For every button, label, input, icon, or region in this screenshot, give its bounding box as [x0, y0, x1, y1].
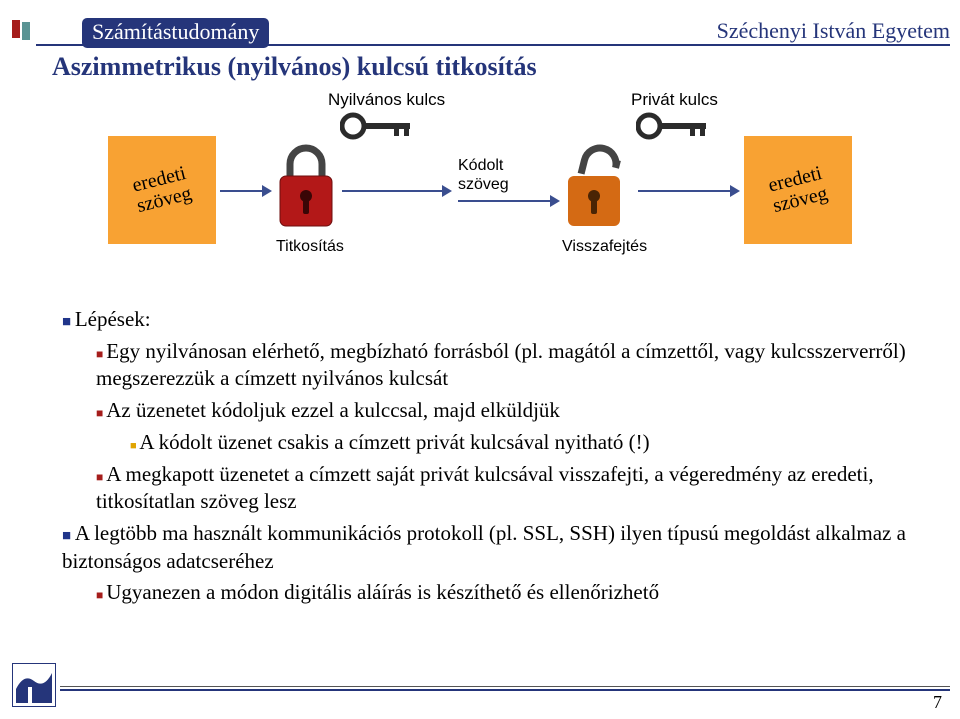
- plaintext-box-right: eredeti szöveg: [744, 136, 852, 244]
- lock-closed-icon: [274, 144, 338, 232]
- encryption-diagram: eredeti szöveg Nyilvános kulcs Titkosítá…: [108, 92, 868, 270]
- header-teal-bar: [22, 22, 30, 40]
- bullet-steps: Lépések:: [62, 306, 920, 334]
- arrow-to-plain: [638, 190, 738, 192]
- plaintext-label-right: eredeti szöveg: [766, 163, 830, 217]
- plaintext-label-left: eredeti szöveg: [130, 163, 194, 217]
- lock-open-icon: [562, 144, 634, 232]
- encrypt-label: Titkosítás: [276, 238, 344, 256]
- decrypt-label: Visszafejtés: [562, 238, 647, 256]
- slide-header: Számítástudomány Széchenyi István Egyete…: [0, 18, 960, 44]
- public-key-label: Nyilvános kulcs: [328, 90, 445, 110]
- bullet-signature: Ugyanezen a módon digitális aláírás is k…: [96, 579, 920, 607]
- plaintext-box-left: eredeti szöveg: [108, 136, 216, 244]
- bullet-encode-send: Az üzenetet kódoljuk ezzel a kulccsal, m…: [96, 397, 920, 425]
- bullet-decrypt-result: A megkapott üzenetet a címzett saját pri…: [96, 461, 920, 516]
- page-title: Aszimmetrikus (nyilvános) kulcsú titkosí…: [52, 52, 537, 82]
- university-logo: [12, 663, 56, 707]
- bullet-only-private: A kódolt üzenet csakis a címzett privát …: [130, 429, 920, 457]
- arrow-to-encrypt: [220, 190, 270, 192]
- arrow-to-decrypt: [458, 200, 558, 202]
- bullet-protocols: A legtöbb ma használt kommunikációs prot…: [62, 520, 920, 575]
- arrow-to-cipher: [342, 190, 450, 192]
- header-right-text: Széchenyi István Egyetem: [717, 18, 950, 44]
- private-key-icon: [636, 112, 714, 140]
- private-key-label: Privát kulcs: [631, 90, 718, 110]
- footer-line-thin: [60, 686, 950, 687]
- public-key-icon: [340, 112, 418, 140]
- page-number: 7: [933, 692, 942, 713]
- header-underline: [36, 44, 950, 46]
- slide-body: Lépések: Egy nyilvánosan elérhető, megbí…: [62, 306, 920, 611]
- header-red-bar: [12, 20, 20, 38]
- footer-line-thick: [60, 689, 950, 691]
- ciphertext-label: Kódolt szöveg: [458, 156, 509, 194]
- bullet-acquire-pubkey: Egy nyilvánosan elérhető, megbízható for…: [96, 338, 920, 393]
